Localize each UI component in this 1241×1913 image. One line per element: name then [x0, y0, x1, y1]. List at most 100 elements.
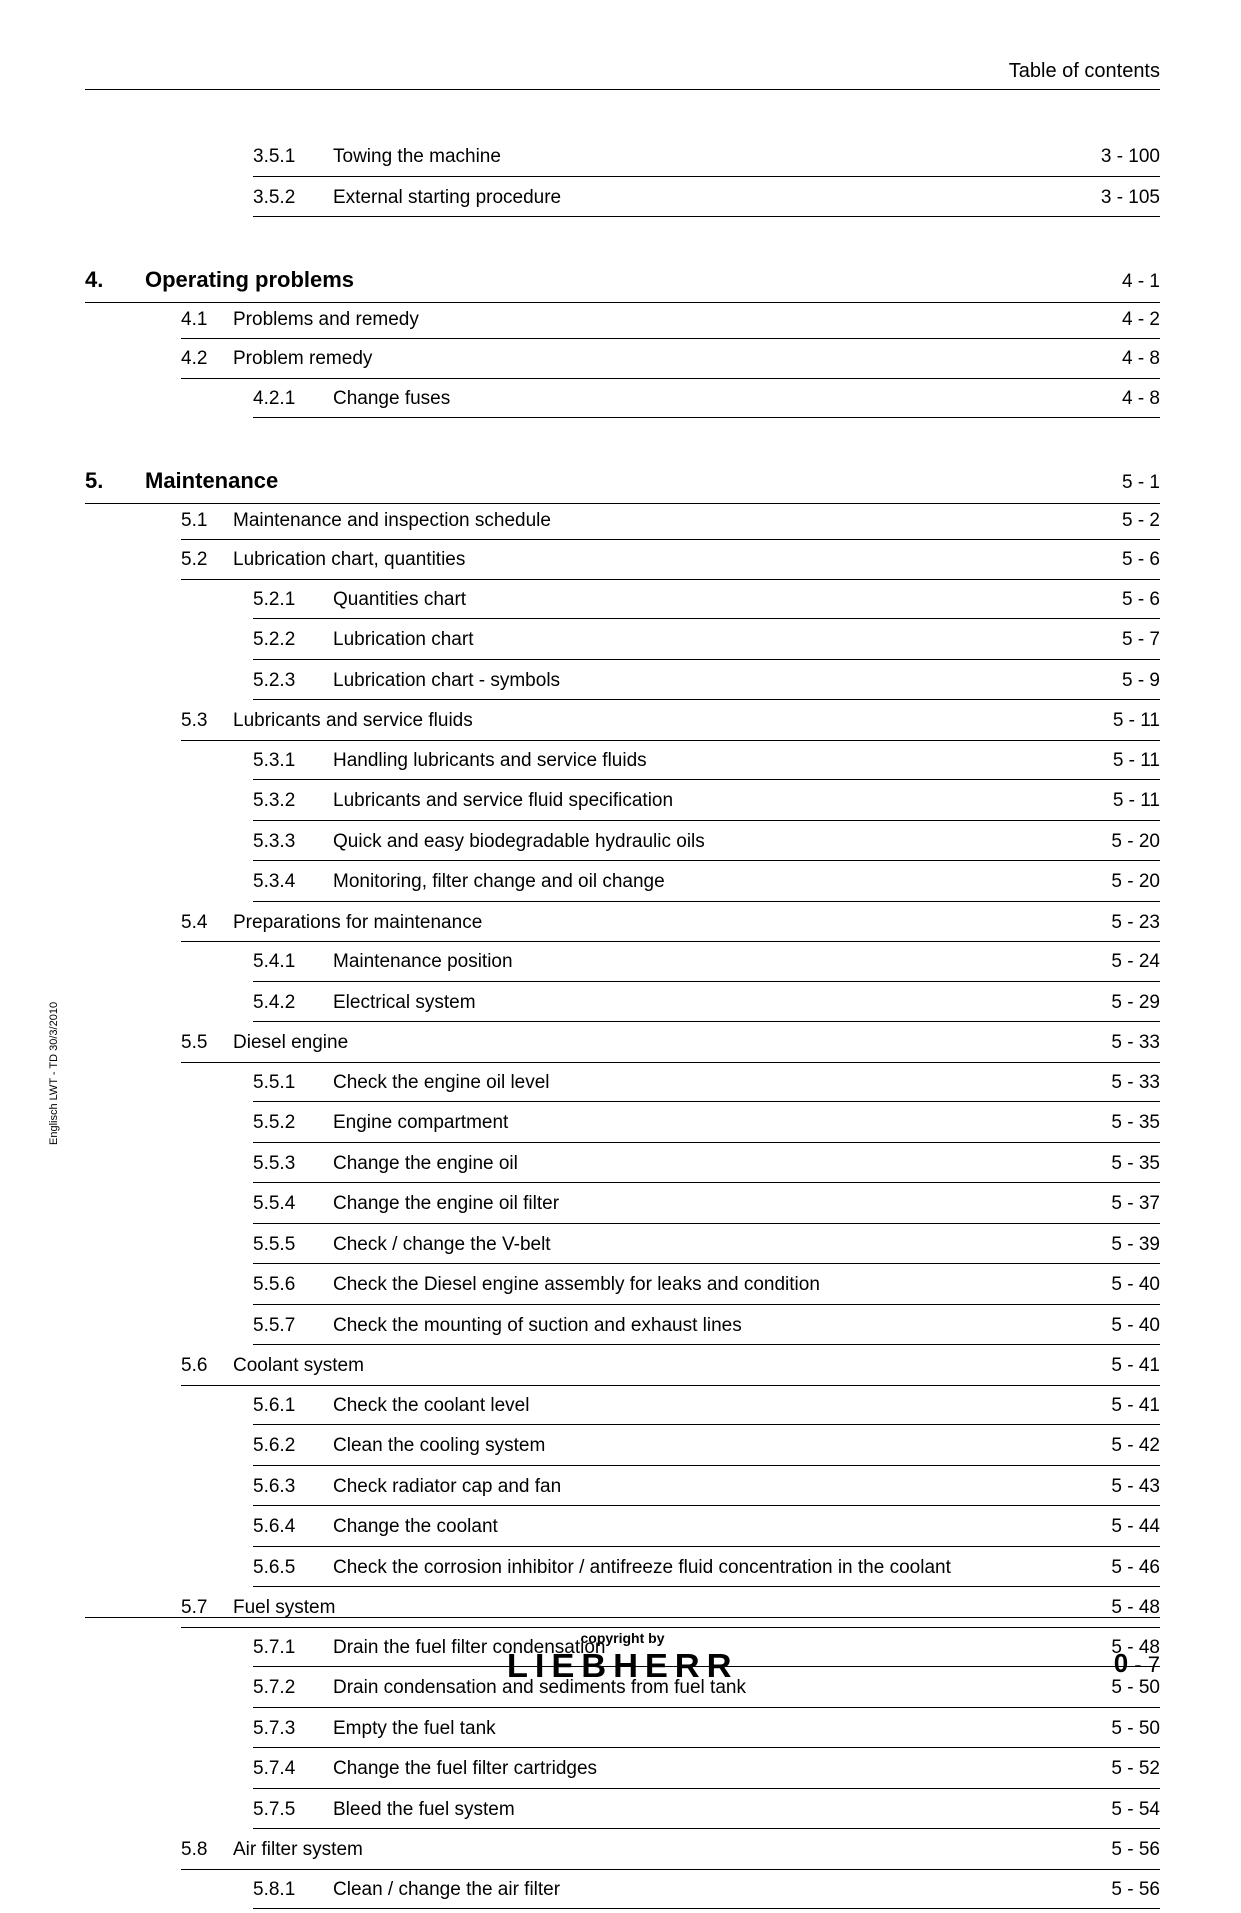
toc-row: 5.7.4Change the fuel filter cartridges5 …: [85, 1752, 1160, 1793]
toc-subsection-num: 5.6.5: [253, 1554, 333, 1583]
toc-subsection-num: 5.4.1: [253, 948, 333, 977]
toc-row: 5.6Coolant system5 - 41: [85, 1349, 1160, 1389]
header-title: Table of contents: [85, 60, 1160, 90]
toc-title: Check the Diesel engine assembly for lea…: [333, 1271, 1080, 1300]
toc-page: 5 - 33: [1080, 1069, 1160, 1098]
side-label: Englisch LWT - TD 30/3/2010: [48, 1002, 60, 1145]
toc-subsection-num: 5.5.3: [253, 1150, 333, 1179]
toc-section-num: 5.5: [181, 1029, 233, 1058]
toc-subsection-num: 5.6.2: [253, 1432, 333, 1461]
toc-row: 4.1Problems and remedy4 - 2: [85, 303, 1160, 343]
toc-title: Problems and remedy: [233, 306, 1080, 335]
toc-page: 4 - 8: [1080, 345, 1160, 374]
toc-title: Coolant system: [233, 1352, 1080, 1381]
toc-title: Maintenance and inspection schedule: [233, 507, 1080, 536]
toc-title: Maintenance: [145, 464, 1080, 497]
toc-subsection-num: 5.5.2: [253, 1109, 333, 1138]
toc-page: 5 - 29: [1080, 989, 1160, 1018]
toc-subsection-num: 4.2.1: [253, 385, 333, 414]
toc-row: 5.3.3Quick and easy biodegradable hydrau…: [85, 825, 1160, 866]
toc-row: 5.2.2Lubrication chart5 - 7: [85, 623, 1160, 664]
toc-row: 5.6.1Check the coolant level5 - 41: [85, 1389, 1160, 1430]
toc-title: Lubricants and service fluids: [233, 707, 1080, 736]
toc-title: Lubricants and service fluid specificati…: [333, 787, 1080, 816]
toc-title: Check the corrosion inhibitor / antifree…: [333, 1554, 1080, 1583]
toc-row: 5.5.2Engine compartment5 - 35: [85, 1106, 1160, 1147]
toc-page: 5 - 33: [1080, 1029, 1160, 1058]
toc-page: 5 - 23: [1080, 909, 1160, 938]
toc-page: 5 - 11: [1080, 787, 1160, 816]
toc-page: 5 - 20: [1080, 828, 1160, 857]
toc-page: 5 - 6: [1080, 586, 1160, 615]
toc-row: 5.3.2Lubricants and service fluid specif…: [85, 784, 1160, 825]
toc-section-num: 5.4: [181, 909, 233, 938]
toc-page: 5 - 37: [1080, 1190, 1160, 1219]
toc-row: 5.8.1Clean / change the air filter5 - 56: [85, 1873, 1160, 1913]
footer-page-number: 0 - 7: [1114, 1648, 1160, 1679]
toc-page: 5 - 24: [1080, 948, 1160, 977]
toc-row: 5.5.7Check the mounting of suction and e…: [85, 1309, 1160, 1350]
toc-subsection-num: 5.4.2: [253, 989, 333, 1018]
toc-page: 5 - 11: [1080, 707, 1160, 736]
toc-row: 5.6.3Check radiator cap and fan5 - 43: [85, 1470, 1160, 1511]
toc-title: Operating problems: [145, 263, 1080, 296]
toc-title: Change the engine oil: [333, 1150, 1080, 1179]
toc-page: 4 - 8: [1080, 385, 1160, 414]
toc-subsection-num: 5.6.3: [253, 1473, 333, 1502]
toc-subsection-num: 5.5.4: [253, 1190, 333, 1219]
toc-title: Empty the fuel tank: [333, 1715, 1080, 1744]
toc-row: 5.2.3Lubrication chart - symbols5 - 9: [85, 664, 1160, 705]
toc-title: External starting procedure: [333, 184, 1080, 213]
footer-page-sep: -: [1128, 1652, 1148, 1677]
toc-row: 5.4.1Maintenance position5 - 24: [85, 945, 1160, 986]
toc-title: Maintenance position: [333, 948, 1080, 977]
toc-title: Clean / change the air filter: [333, 1876, 1080, 1905]
toc-row: 5.3.4Monitoring, filter change and oil c…: [85, 865, 1160, 906]
toc-subsection-num: 5.7.4: [253, 1755, 333, 1784]
toc-row: 5.5.4Change the engine oil filter5 - 37: [85, 1187, 1160, 1228]
toc-page: 3 - 105: [1080, 184, 1160, 213]
toc-page: 4 - 1: [1080, 268, 1160, 297]
toc-title: Check the coolant level: [333, 1392, 1080, 1421]
toc-row: 3.5.1Towing the machine3 - 100: [85, 140, 1160, 181]
toc-subsection-num: 5.2.3: [253, 667, 333, 696]
toc-subsection-num: 3.5.2: [253, 184, 333, 213]
toc-section-num: 4.2: [181, 345, 233, 374]
footer-page-chapter: 0: [1114, 1648, 1128, 1678]
toc-row: 5.5Diesel engine5 - 33: [85, 1026, 1160, 1066]
toc-title: Preparations for maintenance: [233, 909, 1080, 938]
toc-title: Quick and easy biodegradable hydraulic o…: [333, 828, 1080, 857]
toc-page: 3 - 100: [1080, 143, 1160, 172]
toc-title: Check the engine oil level: [333, 1069, 1080, 1098]
toc-subsection-num: 5.6.4: [253, 1513, 333, 1542]
toc-page: 5 - 41: [1080, 1352, 1160, 1381]
toc-section-num: 5.2: [181, 546, 233, 575]
toc-title: Check radiator cap and fan: [333, 1473, 1080, 1502]
toc-section-num: 4.1: [181, 306, 233, 335]
toc-row: 5.6.4Change the coolant5 - 44: [85, 1510, 1160, 1551]
toc-subsection-num: 5.5.7: [253, 1312, 333, 1341]
toc-page: 5 - 35: [1080, 1109, 1160, 1138]
toc-title: Check / change the V-belt: [333, 1231, 1080, 1260]
toc-subsection-num: 5.5.1: [253, 1069, 333, 1098]
toc-row: 5.5.3Change the engine oil5 - 35: [85, 1147, 1160, 1188]
toc-row: 5.6.5Check the corrosion inhibitor / ant…: [85, 1551, 1160, 1592]
toc-row: 4.2.1Change fuses4 - 8: [85, 382, 1160, 423]
toc-page: 5 - 50: [1080, 1715, 1160, 1744]
toc-section-num: 5.6: [181, 1352, 233, 1381]
toc-row: 5.6.2Clean the cooling system5 - 42: [85, 1429, 1160, 1470]
toc-subsection-num: 5.3.1: [253, 747, 333, 776]
toc-title: Monitoring, filter change and oil change: [333, 868, 1080, 897]
toc-chapter-num: 5.: [85, 464, 145, 497]
toc-page: 5 - 56: [1080, 1836, 1160, 1865]
toc-subsection-num: 5.2.2: [253, 626, 333, 655]
toc-subsection-num: 5.5.6: [253, 1271, 333, 1300]
toc-subsection-num: 5.5.5: [253, 1231, 333, 1260]
toc-page: 5 - 7: [1080, 626, 1160, 655]
toc-row: 5.3Lubricants and service fluids5 - 11: [85, 704, 1160, 744]
toc-row: 4.2Problem remedy4 - 8: [85, 342, 1160, 382]
toc-chapter-num: 4.: [85, 263, 145, 296]
toc-page: 5 - 40: [1080, 1271, 1160, 1300]
toc-title: Bleed the fuel system: [333, 1796, 1080, 1825]
toc-page: 5 - 56: [1080, 1876, 1160, 1905]
